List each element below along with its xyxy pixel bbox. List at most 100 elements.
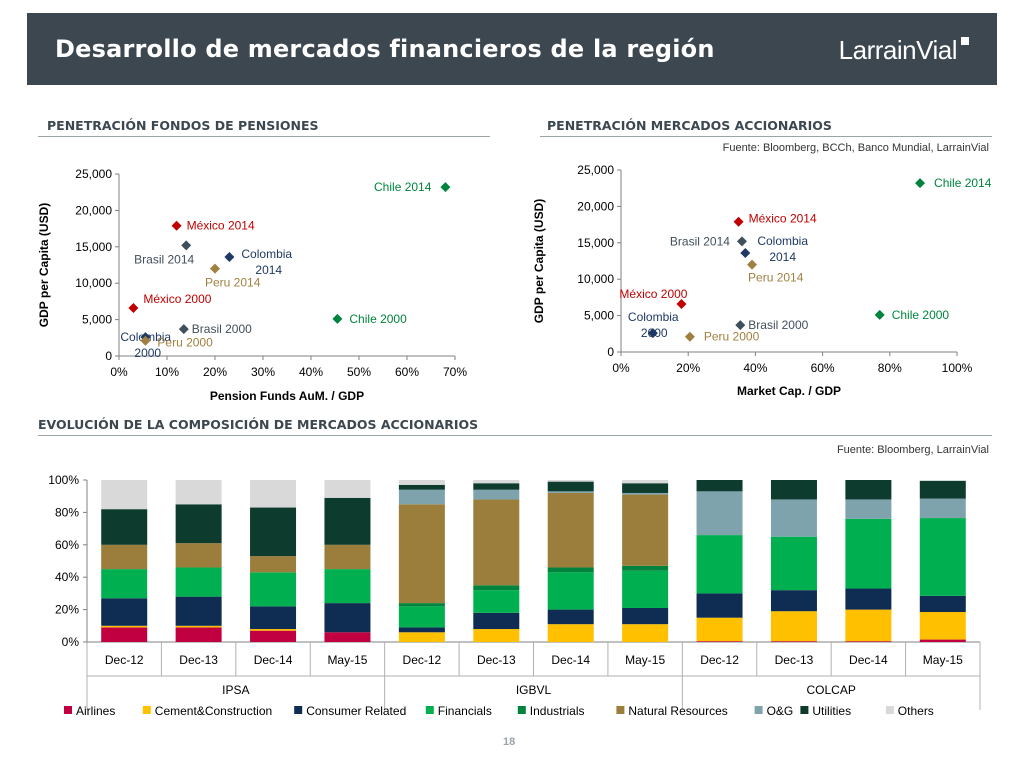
pensions-x-tick-label: 70% — [443, 365, 467, 379]
bar-segment-consumer-related — [622, 607, 669, 625]
legend-label: Industrials — [530, 704, 585, 718]
bar-group-label: IPSA — [222, 683, 249, 697]
bar-category-label: Dec-13 — [179, 653, 218, 667]
bar-segment-o-g — [696, 491, 743, 536]
bar-segment-utilities — [101, 509, 148, 545]
equity-y-axis-title: GDP per Capita (USD) — [532, 199, 546, 323]
data-point-mexico-2014 — [171, 220, 182, 231]
data-label: Brasil 2014 — [134, 252, 194, 266]
equity-x-axis-title: Market Cap. / GDP — [737, 384, 841, 398]
bar-segment-industrials — [622, 565, 669, 571]
bar-y-tick-label: 80% — [55, 505, 79, 519]
pensions-section-rule — [38, 136, 490, 137]
data-label: México 2000 — [619, 287, 687, 301]
pensions-section-title: PENETRACIÓN FONDOS DE PENSIONES — [47, 118, 319, 133]
data-label: Brasil 2000 — [192, 322, 252, 336]
bar-segment-financials — [696, 535, 743, 594]
pensions-x-tick-label: 20% — [203, 365, 227, 379]
bar-segment-financials — [622, 570, 669, 608]
bar-category-label: Dec-14 — [254, 653, 293, 667]
data-label: México 2014 — [749, 212, 817, 226]
pensions-x-tick-label: 40% — [299, 365, 323, 379]
bar-segment-consumer-related — [845, 588, 892, 610]
evolution-section-title: EVOLUCIÓN DE LA COMPOSICIÓN DE MERCADOS … — [38, 417, 479, 432]
bar-segment-o-g — [845, 499, 892, 519]
bar-segment-utilities — [250, 507, 297, 557]
bar-segment-natural-resources — [473, 499, 520, 586]
bar-segment-others — [547, 480, 594, 482]
legend-swatch-airlines — [64, 706, 72, 714]
brand-logo-text: LarrainVial — [838, 35, 958, 65]
data-point-peru-2000 — [684, 331, 695, 342]
bar-segment-o-g — [398, 489, 445, 505]
bar-segment-others — [175, 480, 222, 505]
equity-y-tick-label: 20,000 — [577, 199, 614, 213]
bar-category-label: Dec-12 — [403, 653, 442, 667]
data-point-colombia-2014 — [224, 251, 235, 262]
bar-segment-natural-resources — [547, 492, 594, 568]
bar-segment-consumer-related — [324, 603, 371, 633]
data-label: Chile 2000 — [892, 308, 950, 322]
bar-segment-natural-resources — [175, 543, 222, 568]
bar-segment-financials — [547, 572, 594, 610]
evolution-section-rule — [38, 435, 992, 436]
legend-swatch-natural-resources — [616, 706, 625, 714]
data-point-chile-2000 — [874, 309, 885, 320]
bar-segment-consumer-related — [696, 593, 743, 618]
data-point-peru-2014 — [747, 259, 758, 270]
equity-y-tick-label: 10,000 — [577, 272, 614, 286]
bar-segment-natural-resources — [398, 504, 445, 604]
brand-logo: LarrainVial — [839, 35, 969, 66]
pensions-x-tick-label: 0% — [110, 365, 128, 379]
data-label: Chile 2014 — [374, 180, 432, 194]
bar-segment-industrials — [547, 567, 594, 573]
bar-segment-consumer-related — [547, 609, 594, 625]
bar-category-label: May-15 — [327, 653, 367, 667]
data-point-colombia-2014 — [740, 247, 751, 258]
bar-segment-financials — [101, 569, 148, 599]
bar-segment-cement-construction — [547, 624, 594, 642]
equity-x-tick-label: 100% — [942, 361, 973, 375]
bar-category-label: May-15 — [923, 653, 963, 667]
bar-segment-cement-construction — [175, 625, 222, 628]
data-label: Peru 2014 — [205, 276, 261, 290]
data-label: México 2014 — [187, 219, 255, 233]
legend-label: O&G — [767, 704, 794, 718]
bar-segment-consumer-related — [398, 627, 445, 633]
bar-segment-utilities — [919, 480, 966, 499]
bar-segment-natural-resources — [324, 544, 371, 570]
pensions-y-tick-label: 25,000 — [75, 167, 112, 181]
bar-segment-cement-construction — [845, 609, 892, 642]
bar-segment-financials — [398, 606, 445, 628]
data-label: Peru 2014 — [748, 271, 804, 285]
data-label: México 2000 — [143, 292, 211, 306]
bar-segment-utilities — [175, 504, 222, 544]
bar-category-label: Dec-12 — [105, 653, 144, 667]
bar-segment-consumer-related — [175, 596, 222, 626]
page-number: 18 — [503, 736, 516, 748]
equity-section-title: PENETRACIÓN MERCADOS ACCIONARIOS — [547, 118, 832, 133]
legend-swatch-o-g — [754, 706, 763, 714]
legend-label: Natural Resources — [628, 704, 727, 718]
bar-segment-cement-construction — [398, 632, 445, 642]
data-point-colombia-2000 — [647, 328, 658, 339]
legend-label: Utilities — [812, 704, 851, 718]
equity-x-tick-label: 0% — [612, 361, 630, 375]
bar-category-label: Dec-14 — [551, 653, 590, 667]
bar-segment-financials — [324, 569, 371, 604]
equity-section-rule — [540, 136, 992, 137]
data-point-peru-2014 — [210, 263, 220, 274]
bar-category-label: Dec-13 — [775, 653, 814, 667]
bar-segment-airlines — [175, 627, 222, 642]
legend-label: Others — [898, 704, 934, 718]
bar-segment-consumer-related — [473, 612, 520, 630]
equity-y-tick-label: 15,000 — [577, 236, 614, 250]
bar-segment-others — [398, 480, 445, 485]
data-label: Chile 2014 — [934, 176, 992, 190]
pensions-y-tick-label: 15,000 — [75, 240, 112, 254]
bar-segment-financials — [473, 590, 520, 613]
bar-segment-o-g — [547, 491, 594, 493]
bar-segment-o-g — [622, 492, 669, 495]
bar-segment-cement-construction — [919, 612, 966, 640]
